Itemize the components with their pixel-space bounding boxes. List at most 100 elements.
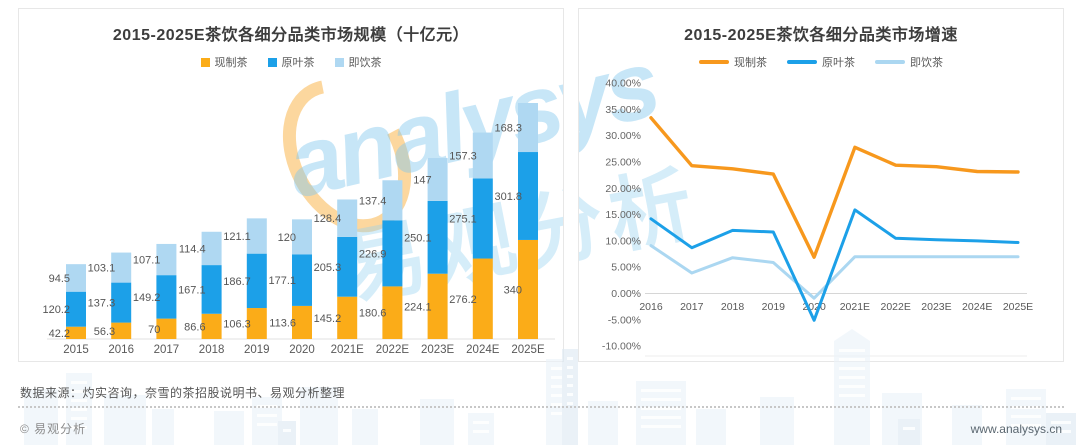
bar-value-label: 106.3 [223, 319, 251, 331]
skyline-window-stripe [1011, 415, 1041, 418]
bar-value-label: 157.3 [449, 150, 477, 162]
bar-segment-即饮茶 [111, 252, 132, 283]
bar-segment-现制茶 [111, 322, 132, 339]
watermark-cjk-text: 易观分析 [578, 158, 708, 316]
growth-line-原叶茶 [649, 208, 1020, 322]
footer-bottom-row: © 易观分析 www.analysys.cn [20, 420, 1062, 437]
x-axis-tick-label: 2021E [840, 301, 870, 313]
bar-segment-现制茶 [382, 286, 403, 339]
y-axis-tick-label: 0.00% [611, 288, 641, 300]
left-chart-legend: 现制茶 原叶茶 即饮茶 [19, 54, 563, 70]
bar-segment-现制茶 [427, 273, 448, 339]
skyline-window-stripe [567, 384, 573, 387]
legend-swatch-line [875, 60, 905, 64]
legend-label: 即饮茶 [348, 57, 382, 69]
skyline-window-stripe [839, 367, 865, 370]
skyline-window-stripe [839, 385, 865, 388]
bar-value-label: 56.3 [94, 326, 115, 338]
bar-segment-现制茶 [292, 305, 312, 339]
legend-label: 原叶茶 [281, 57, 315, 69]
x-axis-tick-label: 2016 [639, 301, 663, 313]
market-size-chart-card: analysys 易观分析 2015-2025E茶饮各细分品类市场规模（十亿元）… [18, 8, 564, 362]
skyline-window-stripe [839, 394, 865, 397]
bar-value-label: 86.6 [184, 321, 205, 333]
bar-segment-即饮茶 [156, 243, 177, 276]
x-axis-tick-label: 2017 [154, 344, 180, 356]
x-axis-tick-label: 2020 [289, 344, 315, 356]
left-chart-title: 2015-2025E茶饮各细分品类市场规模（十亿元） [112, 27, 470, 44]
skyline-window-stripe [551, 394, 567, 397]
bar-segment-原叶茶 [427, 200, 448, 274]
bar-segment-即饮茶 [337, 199, 358, 237]
watermark-swoosh [282, 79, 412, 233]
legend-swatch-square [334, 57, 344, 67]
x-axis-tick-label: 2019 [762, 301, 786, 313]
y-axis-tick-label: 20.00% [605, 183, 641, 195]
bar-value-label: 145.2 [314, 313, 342, 325]
bar-segment-现制茶 [66, 326, 86, 339]
legend-label: 现制茶 [214, 57, 248, 69]
skyline-window-stripe [551, 412, 567, 415]
bar-value-label: 275.1 [449, 213, 477, 225]
bar-segment-即饮茶 [201, 231, 222, 266]
bar-value-label: 180.6 [359, 308, 387, 320]
skyline-building [882, 393, 922, 445]
bar-segment-原叶茶 [518, 152, 538, 240]
bar-value-label: 147 [413, 174, 431, 186]
footer-divider [18, 406, 1064, 408]
right-chart-title: 2015-2025E茶饮各细分品类市场增速 [684, 27, 958, 44]
skyline-window-stripe [257, 414, 277, 417]
legend-item-rtd-tea: 即饮茶 [334, 54, 382, 70]
analysys-watermark: analysys 易观分析 [259, 30, 563, 351]
bar-value-label: 149.2 [133, 292, 161, 304]
bar-segment-原叶茶 [337, 236, 358, 297]
y-axis-tick-label: -10.00% [602, 341, 641, 353]
legend-swatch-square [200, 57, 210, 67]
legend-label: 即饮茶 [910, 57, 943, 69]
y-axis-tick-label: 40.00% [605, 78, 641, 90]
bar-value-label: 167.1 [178, 284, 206, 296]
x-axis-tick-label: 2024E [962, 301, 992, 313]
bar-segment-现制茶 [246, 308, 267, 339]
bar-value-label: 340 [504, 284, 522, 296]
skyline-window-stripe [551, 367, 567, 370]
bar-value-label: 168.3 [494, 123, 522, 135]
legend-swatch-line [787, 60, 817, 64]
x-axis-tick-label: 2018 [199, 344, 225, 356]
skyline-window-stripe [641, 389, 681, 392]
y-axis-tick-label: 10.00% [605, 235, 641, 247]
bar-value-label: 301.8 [494, 191, 522, 203]
bar-segment-即饮茶 [427, 158, 448, 201]
skyline-window-stripe [839, 376, 865, 379]
bar-value-label: 113.6 [269, 317, 296, 329]
x-axis-tick-label: 2021E [331, 344, 365, 356]
bar-value-label: 70 [148, 324, 160, 336]
bar-segment-原叶茶 [156, 275, 177, 319]
bar-segment-即饮茶 [246, 218, 267, 254]
y-axis-tick-label: 35.00% [605, 104, 641, 116]
x-axis-tick-label: 2020 [802, 301, 826, 313]
bar-value-label: 226.9 [359, 248, 387, 260]
bar-value-label: 42.2 [49, 328, 70, 340]
x-axis-tick-label: 2018 [721, 301, 745, 313]
y-axis-tick-label: -5.00% [608, 314, 641, 326]
bar-segment-原叶茶 [111, 282, 132, 323]
skyline-window-stripe [567, 366, 573, 369]
bar-value-label: 137.4 [359, 195, 387, 207]
legend-swatch-square [267, 57, 277, 67]
bar-segment-即饮茶 [382, 180, 403, 221]
skyline-window-stripe [71, 408, 87, 411]
analysys-watermark-tail: analysys 易观分析 [578, 30, 819, 351]
legend-item-made-tea: 现制茶 [699, 54, 767, 70]
bar-value-label: 103.1 [88, 263, 116, 275]
bar-value-label: 107.1 [133, 255, 161, 267]
legend-swatch-line [699, 60, 729, 64]
growth-line-即饮茶 [649, 244, 1020, 300]
website-link[interactable]: www.analysys.cn [970, 421, 1062, 436]
y-axis-tick-label: 30.00% [605, 130, 641, 142]
x-axis-tick-label: 2017 [680, 301, 704, 313]
y-axis-tick-label: 5.00% [611, 262, 641, 274]
growth-rate-chart-card: analysys 易观分析 2015-2025E茶饮各细分品类市场增速 现制茶 … [578, 8, 1064, 362]
x-axis-tick-label: 2019 [244, 344, 270, 356]
